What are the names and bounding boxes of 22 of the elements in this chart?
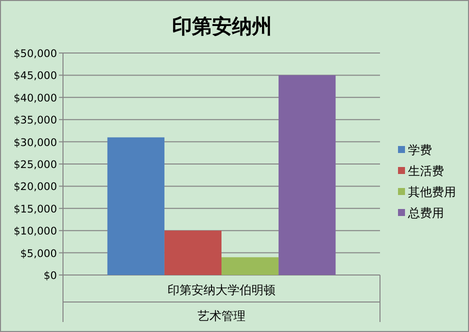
- bar: [278, 75, 336, 275]
- y-tick-label: $40,000: [14, 92, 57, 104]
- y-tick-label: $20,000: [14, 181, 57, 194]
- x-axis-title: 艺术管理: [198, 309, 246, 323]
- y-tick-label: $10,000: [14, 226, 57, 238]
- y-tick-label: $25,000: [14, 159, 57, 171]
- bar: [222, 257, 279, 275]
- legend-label: 其他费用: [408, 185, 456, 199]
- x-tick-label: 印第安纳大学伯明顿: [168, 283, 276, 297]
- legend-label: 学费: [408, 143, 432, 157]
- y-tick-label: $30,000: [14, 136, 57, 149]
- y-tick-label: $35,000: [14, 114, 57, 127]
- y-tick-label: $5,000: [20, 248, 57, 260]
- bar: [164, 230, 222, 275]
- legend-label: 总费用: [407, 206, 444, 220]
- chart-title: 印第安纳州: [172, 14, 272, 38]
- y-tick-label: $50,000: [14, 48, 57, 60]
- y-tick-label: $0: [44, 270, 57, 282]
- legend-label: 生活费: [408, 164, 444, 178]
- y-tick-label: $15,000: [14, 203, 57, 216]
- y-tick-label: $45,000: [14, 70, 57, 82]
- bar: [107, 137, 164, 275]
